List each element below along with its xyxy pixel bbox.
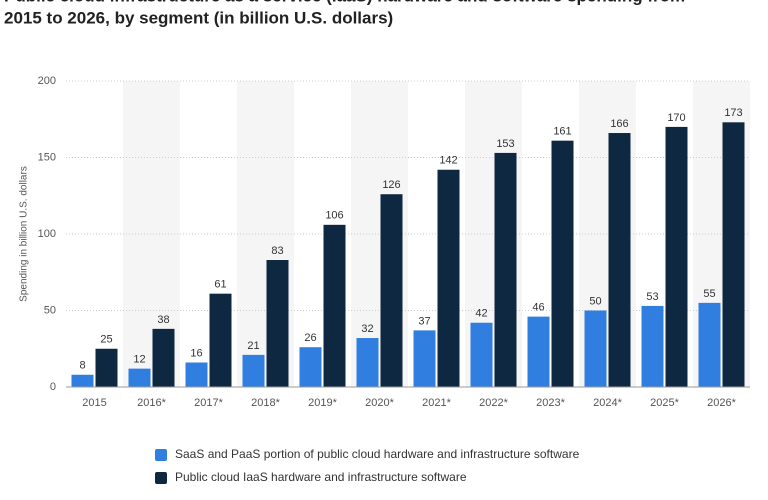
legend-label: Public cloud IaaS hardware and infrastru… xyxy=(175,470,467,484)
bar xyxy=(470,322,493,387)
x-tick-label: 2025* xyxy=(650,397,679,409)
value-label: 53 xyxy=(646,291,658,303)
value-label: 46 xyxy=(532,302,544,314)
value-label: 166 xyxy=(610,118,628,130)
legend-label: SaaS and PaaS portion of public cloud ha… xyxy=(175,447,580,461)
bar xyxy=(584,310,607,387)
x-tick-label: 2023* xyxy=(536,397,565,409)
value-label: 126 xyxy=(382,179,400,191)
bar xyxy=(266,260,289,387)
x-tick-label: 2018* xyxy=(251,397,280,409)
bar xyxy=(299,347,322,387)
value-label: 25 xyxy=(100,334,112,346)
value-label: 50 xyxy=(589,295,601,307)
bar xyxy=(71,374,94,387)
value-label: 8 xyxy=(79,360,85,372)
bar xyxy=(722,122,745,387)
legend-swatch xyxy=(155,472,167,484)
bar xyxy=(152,328,175,387)
bar xyxy=(437,169,460,387)
value-label: 42 xyxy=(475,308,487,320)
value-label: 61 xyxy=(214,279,226,291)
x-tick-label: 2015 xyxy=(82,397,106,409)
bar xyxy=(608,133,631,387)
bar xyxy=(698,302,721,387)
x-tick-label: 2022* xyxy=(479,397,508,409)
value-label: 21 xyxy=(247,340,259,352)
x-tick-label: 2016* xyxy=(137,397,166,409)
x-tick-label: 2021* xyxy=(422,397,451,409)
bar xyxy=(242,354,265,387)
bar xyxy=(356,338,379,387)
chart-title: 2015 to 2026, by segment (in billion U.S… xyxy=(4,8,393,27)
y-tick-label: 200 xyxy=(38,75,56,87)
value-label: 38 xyxy=(157,314,169,326)
y-tick-label: 0 xyxy=(50,381,56,393)
value-label: 170 xyxy=(667,112,685,124)
bar xyxy=(380,194,403,387)
y-tick-label: 150 xyxy=(38,151,56,163)
bar xyxy=(209,293,232,387)
value-label: 16 xyxy=(190,347,202,359)
value-label: 12 xyxy=(133,354,145,366)
x-tick-label: 2017* xyxy=(194,397,223,409)
y-tick-label: 100 xyxy=(38,228,56,240)
value-label: 37 xyxy=(418,315,430,327)
y-axis-label: Spending in billion U.S. dollars xyxy=(19,166,30,302)
x-tick-label: 2026* xyxy=(707,397,736,409)
bar xyxy=(413,330,436,387)
bar xyxy=(527,316,550,387)
bar xyxy=(494,152,517,387)
bar xyxy=(551,140,574,387)
bar xyxy=(665,126,688,388)
chart-title: Public cloud infrastructure as a service… xyxy=(4,0,685,5)
legend-swatch xyxy=(155,449,167,461)
value-label: 106 xyxy=(325,210,343,222)
bar xyxy=(95,348,118,387)
x-tick-label: 2024* xyxy=(593,397,622,409)
bar xyxy=(185,362,208,387)
value-label: 83 xyxy=(271,245,283,257)
value-label: 142 xyxy=(439,155,457,167)
value-label: 26 xyxy=(304,332,316,344)
bar xyxy=(323,224,346,387)
value-label: 32 xyxy=(361,323,373,335)
x-tick-label: 2020* xyxy=(365,397,394,409)
value-label: 173 xyxy=(724,107,742,119)
value-label: 55 xyxy=(703,288,715,300)
y-tick-label: 50 xyxy=(44,304,56,316)
bar xyxy=(128,368,151,387)
value-label: 161 xyxy=(553,126,571,138)
value-label: 153 xyxy=(496,138,514,150)
bar xyxy=(641,305,664,387)
x-tick-label: 2019* xyxy=(308,397,337,409)
